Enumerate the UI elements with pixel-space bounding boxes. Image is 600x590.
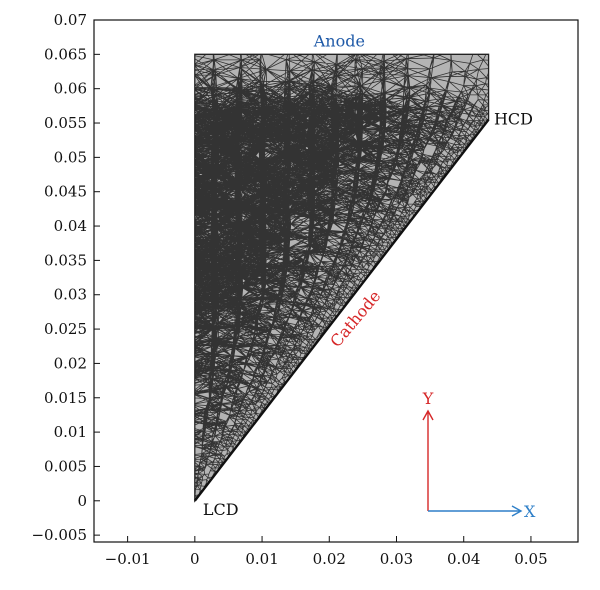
y-axis-indicator-label: Y: [422, 389, 434, 408]
x-axis-indicator-label: X: [524, 502, 536, 521]
y-tick-label: 0.035: [44, 251, 87, 269]
y-tick-label: 0.055: [44, 114, 87, 132]
axis-indicator: Y X: [422, 389, 536, 521]
y-tick-label: −0.005: [31, 526, 87, 544]
y-tick-label: 0.02: [54, 354, 87, 372]
x-tick-label: 0.05: [514, 550, 547, 568]
plot-frame: [93, 19, 579, 543]
y-tick-label: 0.045: [44, 183, 87, 201]
y-tick-label: 0.015: [44, 389, 87, 407]
y-tick-label: 0.01: [54, 423, 87, 441]
x-tick-label: −0.01: [105, 550, 151, 568]
x-tick-label: 0.03: [380, 550, 413, 568]
y-tick-label: 0.07: [54, 11, 87, 29]
anode-label: Anode: [313, 31, 365, 50]
y-tick-label: 0.03: [54, 286, 87, 304]
y-tick-label: 0: [77, 492, 87, 510]
y-tick-label: 0.05: [54, 148, 87, 166]
axis-ticks: −0.01 0 0.01 0.02 0.03 0.04 0.05 −0.005 0 0.005 0.…: [31, 11, 547, 568]
x-arrow-head-icon: [511, 505, 523, 517]
x-tick-label: 0.02: [313, 550, 346, 568]
x-tick-label: 0.04: [447, 550, 480, 568]
y-tick-label: 0.06: [54, 80, 87, 98]
hcd-label: HCD: [494, 110, 533, 129]
y-tick-label: 0.005: [44, 457, 87, 475]
y-arrow-head-icon: [422, 409, 434, 421]
x-tick-label: 0.01: [245, 550, 278, 568]
y-tick-label: 0.065: [44, 45, 87, 63]
cathode-edge: [193, 118, 490, 502]
lcd-label: LCD: [203, 500, 239, 519]
x-tick-label: 0: [190, 550, 200, 568]
mesh-layer: [193, 53, 490, 503]
y-tick-label: 0.025: [44, 320, 87, 338]
y-tick-label: 0.04: [54, 217, 87, 235]
